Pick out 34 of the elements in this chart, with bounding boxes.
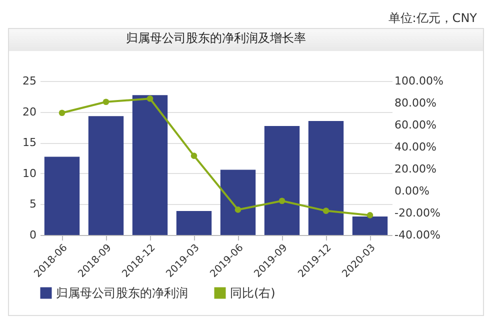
point	[366, 212, 374, 218]
bar	[176, 210, 212, 235]
legend-label: 同比(右)	[230, 286, 276, 300]
chart-title: 归属母公司股东的净利润及增长率	[126, 31, 306, 45]
bar	[352, 216, 388, 235]
y-tick-label: 10	[22, 166, 36, 180]
bar	[220, 170, 256, 235]
y2-tick-label: 80.00%	[394, 96, 436, 110]
point	[146, 95, 154, 102]
y2-tick-label: 0.00%	[394, 184, 430, 198]
y2-tick-label: 40.00%	[394, 140, 436, 154]
text: 单位:亿元，CNY	[388, 10, 477, 27]
legend-label: 归属母公司股东的净利润	[56, 286, 188, 300]
point	[102, 98, 110, 106]
y2-tick-label: 20.00%	[394, 162, 436, 176]
y2-tick-label: 100.00%	[394, 74, 444, 88]
y-tick-label: 15	[22, 136, 36, 150]
y-tick-label: 5	[30, 198, 36, 211]
bar	[88, 116, 124, 235]
point	[322, 208, 330, 214]
point	[278, 198, 286, 204]
bar	[308, 121, 344, 235]
point	[234, 206, 242, 213]
y-tick-label: 25	[22, 74, 36, 88]
bar	[264, 126, 300, 235]
point	[190, 152, 198, 159]
y-tick-label: 0	[30, 228, 36, 242]
y2-tick-label: -40.00%	[394, 228, 440, 242]
bar	[132, 95, 168, 235]
point	[58, 110, 66, 116]
y2-tick-label: -20.00%	[394, 206, 440, 220]
y2-tick-label: 60.00%	[394, 118, 436, 132]
y-tick-label: 20	[22, 105, 36, 118]
bar	[44, 156, 80, 235]
